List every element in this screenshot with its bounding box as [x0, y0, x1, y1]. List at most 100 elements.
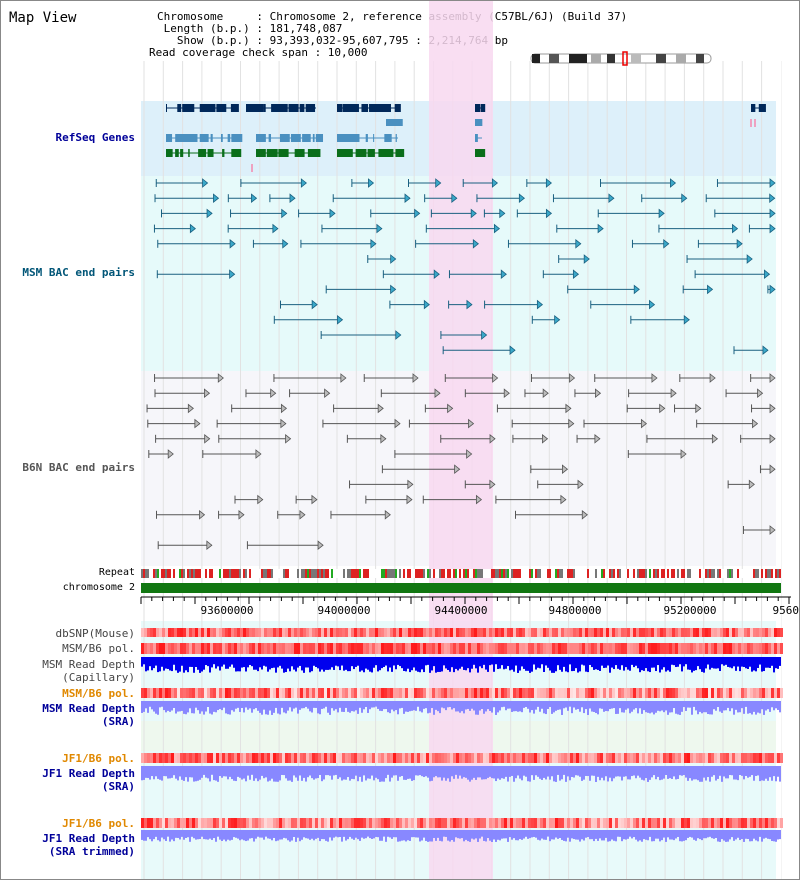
depth-bar: [175, 657, 177, 671]
bac-end-right: [757, 388, 764, 399]
heat-cell: [546, 643, 549, 654]
chromosome-info: Chromosome : Chromosome 2, reference ass…: [149, 11, 627, 59]
depth-bar: [587, 701, 589, 715]
heat-cell: [627, 753, 630, 763]
heat-cell: [516, 628, 519, 637]
depth-bar: [675, 830, 677, 839]
bac-end-right: [536, 299, 543, 310]
repeat-mark: [347, 569, 349, 578]
heat-cell: [195, 628, 198, 637]
depth-bar: [233, 701, 235, 712]
heat-cell: [333, 628, 336, 637]
heat-cell: [669, 688, 672, 698]
depth-bar: [437, 657, 439, 672]
depth-bar: [577, 657, 579, 673]
depth-bar: [237, 657, 239, 672]
depth-bar: [143, 766, 145, 780]
chromosome-label: chromosome 2: [62, 582, 135, 593]
depth-bar: [595, 766, 597, 782]
bac-end-right: [680, 449, 687, 459]
depth-bar: [747, 830, 749, 839]
repeat-mark: [697, 569, 699, 578]
heat-cell: [495, 628, 498, 637]
depth-bar: [729, 701, 731, 712]
heat-cell: [513, 818, 516, 828]
heat-cell: [672, 818, 675, 828]
heat-cell: [390, 688, 393, 698]
depth-bar: [655, 830, 657, 839]
depth-bar: [255, 701, 257, 709]
heat-cell: [336, 818, 339, 828]
depth-bar: [411, 657, 413, 671]
gene-exon: [180, 149, 184, 157]
heat-cell: [339, 628, 342, 637]
refseq-label[interactable]: RefSeq Genes: [55, 131, 135, 144]
repeat-mark: [491, 569, 493, 578]
heat-cell: [489, 643, 492, 654]
depth-bar: [619, 766, 621, 777]
heat-cell: [525, 753, 528, 763]
gene-exon: [278, 149, 287, 157]
depth-bar: [501, 657, 503, 666]
repeat-mark: [153, 569, 155, 578]
depth-bar: [567, 766, 569, 777]
repeat-mark: [645, 569, 647, 578]
depth-bar: [329, 701, 331, 715]
repeat-mark: [177, 569, 179, 578]
depth-bar: [495, 657, 497, 665]
depth-bar: [209, 701, 211, 714]
repeat-mark: [247, 569, 249, 578]
depth-bar: [189, 701, 191, 709]
depth-bar: [757, 701, 759, 713]
depth-bar: [473, 657, 475, 665]
heat-cell: [321, 818, 324, 828]
heat-cell: [687, 643, 690, 654]
heat-cell: [216, 643, 219, 654]
repeat-mark: [609, 569, 611, 578]
gene-exon: [383, 104, 392, 112]
depth-bar: [179, 657, 181, 672]
depth-bar: [271, 830, 273, 841]
heat-cell: [621, 628, 624, 637]
depth-bar: [719, 701, 721, 712]
heat-cell: [642, 688, 645, 698]
gene-exon: [315, 149, 321, 157]
depth-bar: [483, 657, 485, 665]
repeat-mark: [197, 569, 199, 578]
depth-bar: [467, 830, 469, 842]
heat-cell: [216, 818, 219, 828]
repeat-mark: [391, 569, 393, 578]
depth-bar: [607, 766, 609, 782]
repeat-mark: [445, 569, 447, 578]
heat-cell: [615, 628, 618, 637]
depth-bar: [755, 701, 757, 715]
heat-cell: [771, 688, 774, 698]
depth-bar: [681, 830, 683, 842]
depth-bar: [505, 766, 507, 777]
heat-cell: [573, 753, 576, 763]
depth-bar: [533, 657, 535, 665]
depth-bar: [211, 830, 213, 840]
heat-cell: [624, 628, 627, 637]
heat-cell: [732, 688, 735, 698]
gene-exon: [383, 149, 391, 157]
heat-cell: [408, 643, 411, 654]
heat-cell: [438, 753, 441, 763]
bac-end-right: [199, 509, 206, 520]
depth-bar: [675, 657, 677, 668]
b6n-bac-label[interactable]: B6N BAC end pairs: [22, 461, 135, 474]
msm-bac-label[interactable]: MSM BAC end pairs: [22, 266, 135, 279]
depth-bar: [273, 830, 275, 838]
depth-bar: [331, 830, 333, 841]
depth-bar: [617, 766, 619, 777]
repeat-mark: [649, 569, 651, 578]
heat-cell: [591, 753, 594, 763]
depth-bar: [371, 830, 373, 839]
repeat-mark: [313, 569, 315, 578]
depth-bar: [581, 657, 583, 665]
depth-bar: [779, 657, 781, 666]
heat-cell: [399, 688, 402, 698]
heat-cell: [597, 643, 600, 654]
repeat-mark: [155, 569, 157, 578]
